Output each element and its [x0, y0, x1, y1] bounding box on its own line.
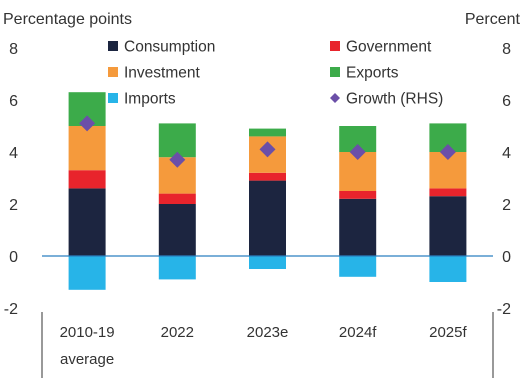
- legend-label-exports: Exports: [346, 65, 399, 82]
- legend-swatch-government: [330, 41, 340, 51]
- right-tick-0: 0: [502, 249, 511, 266]
- growth-markers: [79, 115, 456, 168]
- bar-exports-2022: [158, 123, 196, 158]
- bar-consumption-2024f: [339, 198, 377, 256]
- legend-swatch-investment: [108, 67, 118, 77]
- bar-government-2025f: [429, 188, 467, 197]
- category-label-2024f: 2024f: [339, 324, 377, 341]
- right-axis-ticks: -2 0 2 4 6 8: [497, 41, 511, 318]
- left-tick-6: 6: [9, 93, 18, 110]
- bar-government-2010-19-average: [68, 170, 106, 189]
- growth-marker-2025f: [439, 144, 456, 160]
- left-tick-8: 8: [9, 41, 18, 58]
- legend-label-growth-rhs: Growth (RHS): [346, 91, 443, 108]
- legend-label-investment: Investment: [124, 65, 201, 82]
- bar-investment-2010-19-average: [68, 126, 106, 171]
- left-axis-label: Percentage points: [3, 11, 132, 28]
- legend-swatch-consumption: [108, 41, 118, 51]
- bar-government-2024f: [339, 191, 377, 199]
- growth-marker-2010-19-average: [79, 115, 96, 132]
- bars: [68, 92, 467, 290]
- left-tick-2: -2: [4, 301, 18, 318]
- growth-marker-2023e: [259, 141, 276, 158]
- left-tick-2: 2: [9, 197, 18, 214]
- legend-label-government: Government: [346, 39, 432, 56]
- right-tick-2: -2: [497, 301, 511, 318]
- left-tick-0: 0: [9, 249, 18, 266]
- category-label-2022: 2022: [161, 324, 194, 341]
- bar-imports-2022: [158, 256, 196, 280]
- legend-label-imports: Imports: [124, 91, 176, 108]
- bar-imports-2010-19-average: [68, 256, 106, 290]
- legend-label-consumption: Consumption: [124, 39, 215, 56]
- bar-imports-2025f: [429, 256, 467, 282]
- left-axis-ticks: -2 0 2 4 6 8: [4, 41, 18, 318]
- bar-consumption-2010-19-average: [68, 188, 106, 256]
- bar-government-2022: [158, 193, 196, 204]
- x-axis: 2010-19 average 2022 2023e 2024f 2025f: [41, 312, 494, 378]
- category-label-2025f: 2025f: [429, 324, 467, 341]
- bar-imports-2024f: [339, 256, 377, 277]
- left-tick-4: 4: [9, 145, 18, 162]
- category-label-2023e: 2023e: [247, 324, 289, 341]
- bar-consumption-2025f: [429, 196, 467, 256]
- bar-imports-2023e: [249, 256, 286, 269]
- growth-marker-2024f: [349, 144, 366, 160]
- right-axis-label: Percent: [465, 11, 521, 28]
- right-tick-6: 6: [502, 93, 511, 110]
- bar-exports-2023e: [249, 128, 286, 137]
- legend-swatch-exports: [330, 67, 340, 77]
- category-label-2010-19-average: 2010-19 average: [60, 324, 115, 368]
- growth-marker-2022: [169, 151, 186, 168]
- bar-government-2023e: [249, 172, 286, 181]
- legend: Consumption Government Investment Exports Im…: [108, 39, 443, 108]
- legend-swatch-imports: [108, 93, 118, 103]
- right-tick-8: 8: [502, 41, 511, 58]
- right-tick-2: 2: [502, 197, 511, 214]
- right-tick-4: 4: [502, 145, 511, 162]
- bar-consumption-2023e: [249, 180, 286, 256]
- bar-consumption-2022: [158, 204, 196, 256]
- legend-swatch-growth-rhs: [330, 93, 340, 103]
